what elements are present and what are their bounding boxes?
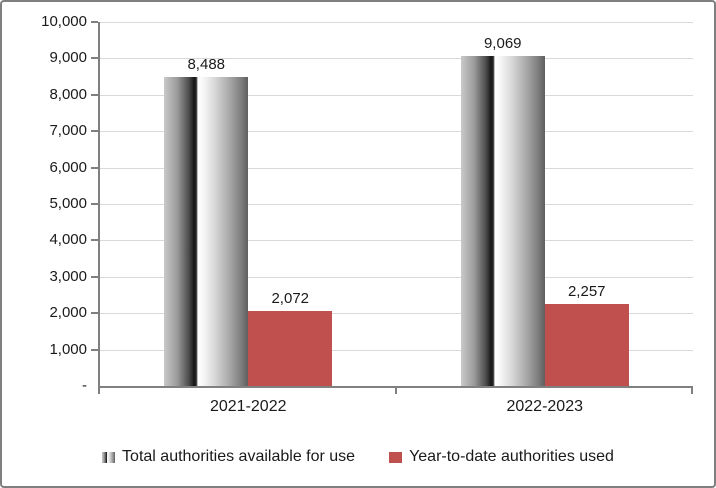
gridline bbox=[100, 313, 693, 315]
bar-value-label: 2,257 bbox=[567, 282, 606, 300]
y-axis-tick bbox=[91, 21, 98, 23]
y-axis-tick-label: - bbox=[82, 377, 87, 394]
gradient-bar-swatch-icon bbox=[102, 451, 116, 463]
y-axis-tick bbox=[91, 348, 98, 351]
y-axis-tick-label: 4,000 bbox=[49, 231, 87, 249]
y-axis-tick-label: 8,000 bbox=[49, 85, 87, 103]
bar-total-authorities-2022-2023 bbox=[460, 55, 545, 386]
bar-value-label: 2,072 bbox=[271, 289, 310, 307]
y-axis-tick bbox=[91, 166, 98, 169]
y-axis-tick-label: 7,000 bbox=[49, 122, 87, 140]
gridline bbox=[100, 167, 693, 169]
plot-area: - 1,000 2,000 3,000 4,000 5,000 6,000 7,000 8,00… bbox=[41, 13, 693, 415]
red-square-swatch-icon bbox=[389, 451, 403, 463]
y-axis-tick bbox=[91, 130, 98, 133]
gridline bbox=[100, 349, 693, 351]
legend-item-ytd-authorities-used: Year-to-date authorities used bbox=[389, 448, 614, 466]
y-axis-tick bbox=[91, 93, 98, 96]
bar-total-authorities-2021-2022 bbox=[164, 77, 249, 386]
y-axis-tick-label: 9,000 bbox=[49, 49, 87, 67]
bar-value-label: 8,488 bbox=[187, 56, 226, 74]
x-axis-line bbox=[98, 386, 693, 388]
y-axis-tick bbox=[91, 239, 98, 242]
legend: Total authorities available for use Year… bbox=[2, 448, 714, 466]
y-axis-line bbox=[98, 22, 100, 394]
gridline bbox=[100, 22, 693, 23]
gridline bbox=[100, 240, 693, 242]
y-axis-tick bbox=[91, 275, 98, 278]
gridline bbox=[100, 94, 693, 96]
y-axis-tick-label: 6,000 bbox=[49, 158, 87, 176]
x-axis-tick bbox=[394, 388, 397, 394]
y-axis-tick-label: 5,000 bbox=[49, 195, 87, 212]
x-axis-tick bbox=[691, 388, 693, 394]
x-category-label-2022-2023: 2022-2023 bbox=[506, 398, 583, 415]
y-axis-tick-label: 1,000 bbox=[49, 340, 87, 358]
y-axis-tick-label: 10,000 bbox=[41, 13, 87, 30]
y-axis-tick bbox=[91, 57, 98, 60]
y-axis-tick-label: 3,000 bbox=[49, 267, 87, 285]
y-axis-tick-label: 2,000 bbox=[49, 304, 87, 322]
gridline bbox=[100, 58, 693, 60]
legend-label-ytd-authorities-used: Year-to-date authorities used bbox=[409, 448, 614, 465]
bar-ytd-used-2022-2023 bbox=[544, 303, 629, 386]
bar-value-label: 9,069 bbox=[483, 34, 522, 52]
bar-ytd-used-2021-2022 bbox=[248, 310, 333, 386]
legend-label-total-authorities: Total authorities available for use bbox=[122, 448, 356, 465]
legend-item-total-authorities: Total authorities available for use bbox=[102, 448, 355, 466]
x-category-label-2021-2022: 2021-2022 bbox=[209, 398, 287, 415]
gridline bbox=[100, 204, 693, 205]
y-axis-tick bbox=[91, 312, 98, 315]
y-axis-tick bbox=[91, 203, 98, 205]
gridline bbox=[100, 131, 693, 133]
gridline bbox=[100, 276, 693, 278]
